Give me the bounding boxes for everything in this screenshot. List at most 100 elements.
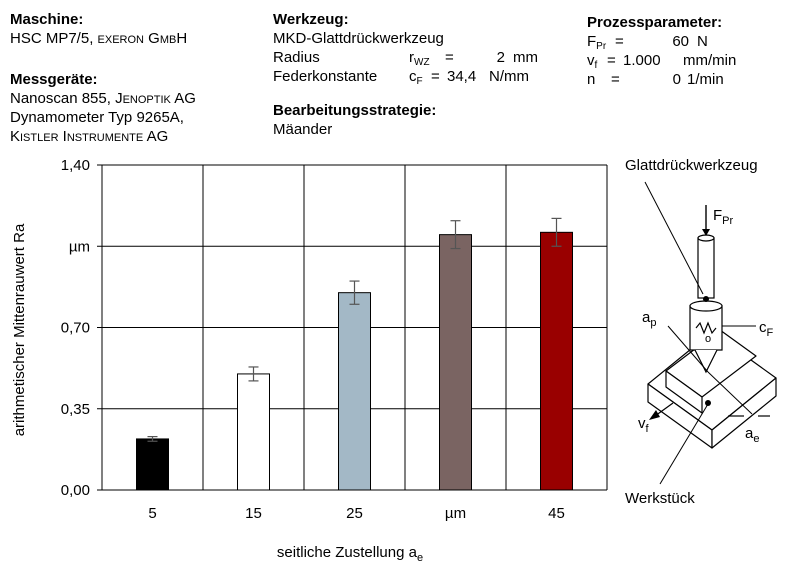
- force-value: 60: [672, 33, 689, 50]
- machine-heading: Maschine:: [10, 11, 84, 28]
- spring-label: Federkonstante: [273, 68, 378, 85]
- y-tick-label: 0,00: [61, 482, 90, 499]
- radius-sub: WZ: [414, 57, 430, 68]
- diagram-vf-label: vf: [638, 415, 650, 435]
- y-tick-label: 0,35: [61, 401, 90, 418]
- radius-value: 2: [496, 49, 505, 66]
- radius-eq: =: [445, 49, 454, 66]
- workpiece-leader: [659, 403, 709, 485]
- x-axis-label: seitliche Zustellung ae: [277, 544, 423, 564]
- x-axis-label-text: seitliche Zustellung a: [277, 544, 418, 561]
- force-row: FPr = 60 N: [587, 32, 736, 52]
- speed-symbol: n: [587, 71, 596, 88]
- instrument-2-maker: Kistler Instrumente AG: [10, 128, 169, 145]
- tool-spring-row: Federkonstante cF = 34,4 N/mm: [273, 67, 538, 87]
- y-tick-label: 0,70: [61, 320, 90, 337]
- tool-block: Werkzeug: MKD-Glattdrückwerkzeug Radius …: [273, 10, 538, 87]
- diagram-ae-label: ae: [745, 425, 759, 445]
- force-arrowhead: [702, 229, 710, 236]
- instruments-block: Messgeräte: Nanoscan 855, Jenoptik AG Dy…: [10, 70, 196, 146]
- diagram-cf-sub: F: [767, 327, 774, 339]
- y-tick-label: 1,40: [61, 157, 90, 174]
- diagram-cf-label: cF: [759, 319, 774, 339]
- ap-leader: [667, 325, 709, 373]
- spring-sub: F: [416, 76, 423, 87]
- speed-eq: =: [611, 71, 620, 88]
- bar: [540, 231, 573, 491]
- x-axis-label-sub: e: [417, 552, 423, 564]
- workpiece-shape: [647, 329, 777, 449]
- spring-eq: =: [431, 68, 440, 85]
- diagram-force-sub: Pr: [722, 215, 733, 227]
- tool-heading: Werkzeug:: [273, 11, 349, 28]
- radius-symbol: r: [409, 49, 414, 66]
- strategy-heading: Bearbeitungsstrategie:: [273, 102, 437, 119]
- speed-value: 0: [672, 71, 681, 88]
- diagram-ap-letter: a: [642, 309, 651, 326]
- tool-leader: [644, 181, 704, 295]
- x-tick-label: µm: [445, 505, 466, 522]
- force-eq: =: [615, 33, 624, 50]
- spring-symbol: c: [409, 68, 417, 85]
- instrument-2: Dynamometer Typ 9265A,: [10, 109, 184, 126]
- instrument-1-maker: Jenoptik AG: [115, 90, 196, 107]
- tool-label: Glattdrückwerkzeug: [625, 157, 758, 174]
- bar: [237, 373, 270, 491]
- strategy-block: Bearbeitungsstrategie: Mäander: [273, 101, 436, 139]
- x-tick-labels: 5 15 25 µm 45: [148, 505, 565, 522]
- ae-leader: [707, 371, 753, 415]
- force-unit: N: [697, 33, 708, 50]
- machine-name: HSC MP7/5,: [10, 30, 94, 47]
- diagram-ae-sub: e: [753, 433, 759, 445]
- strategy-value: Mäander: [273, 121, 333, 138]
- x-tick-label: 45: [548, 505, 565, 522]
- spring-icon: [695, 321, 717, 335]
- x-tick-label: 25: [346, 505, 363, 522]
- process-block: Prozessparameter: FPr = 60 N vf = 1.000 …: [587, 13, 736, 89]
- force-symbol: F: [587, 33, 597, 50]
- spindle-letter: o: [705, 333, 711, 345]
- process-heading: Prozessparameter:: [587, 14, 723, 31]
- feed-value: 1.000: [623, 52, 661, 69]
- diagram-vf-letter: v: [638, 415, 646, 432]
- feed-symbol: v: [587, 52, 595, 69]
- diagram-force-label: FPr: [713, 207, 734, 227]
- chart-error-bars: [147, 217, 562, 442]
- spring-unit: N/mm: [489, 68, 529, 85]
- diagram-ap-sub: p: [650, 317, 656, 329]
- diagram-force-letter: F: [713, 207, 722, 224]
- instrument-1-name: Nanoscan 855,: [10, 90, 111, 107]
- tool-name: MKD-Glattdrückwerkzeug: [273, 30, 444, 47]
- diagram-ap-label: ap: [642, 309, 656, 329]
- feed-eq: =: [607, 52, 616, 69]
- chart-bars: [136, 231, 573, 491]
- diagram-ae-letter: a: [745, 425, 754, 442]
- diagram-vf-sub: f: [646, 423, 650, 435]
- machine-block: Maschine: HSC MP7/5, exeron GmbH: [10, 10, 187, 48]
- speed-unit: 1/min: [687, 71, 724, 88]
- x-tick-label: 5: [148, 505, 156, 522]
- bar: [136, 438, 169, 491]
- workpiece-label: Werkstück: [625, 490, 695, 507]
- feed-sub: f: [594, 60, 598, 71]
- workpiece-marker: [705, 400, 711, 406]
- speed-row: n = 0 1/min: [587, 70, 736, 89]
- spring-value: 34,4: [447, 68, 477, 85]
- feed-unit: mm/min: [683, 52, 737, 69]
- y-axis-label: arithmetischer Mittenrauwert Ra: [11, 223, 28, 436]
- y-tick-labels: 0,00 0,35 0,70 µm 1,40: [61, 157, 90, 499]
- y-tick-label: µm: [69, 238, 90, 255]
- tool-radius-row: Radius rWZ = 2 mm: [273, 48, 538, 68]
- force-sub: Pr: [596, 41, 607, 52]
- vf-arrowhead: [649, 410, 660, 420]
- radius-label: Radius: [273, 49, 320, 66]
- radius-unit: mm: [513, 49, 538, 66]
- tool-marker: [703, 296, 709, 302]
- instruments-heading: Messgeräte:: [10, 71, 98, 88]
- x-tick-label: 15: [245, 505, 262, 522]
- bar: [338, 292, 371, 491]
- machine-maker: exeron GmbH: [97, 30, 188, 47]
- feed-row: vf = 1.000 mm/min: [587, 51, 737, 71]
